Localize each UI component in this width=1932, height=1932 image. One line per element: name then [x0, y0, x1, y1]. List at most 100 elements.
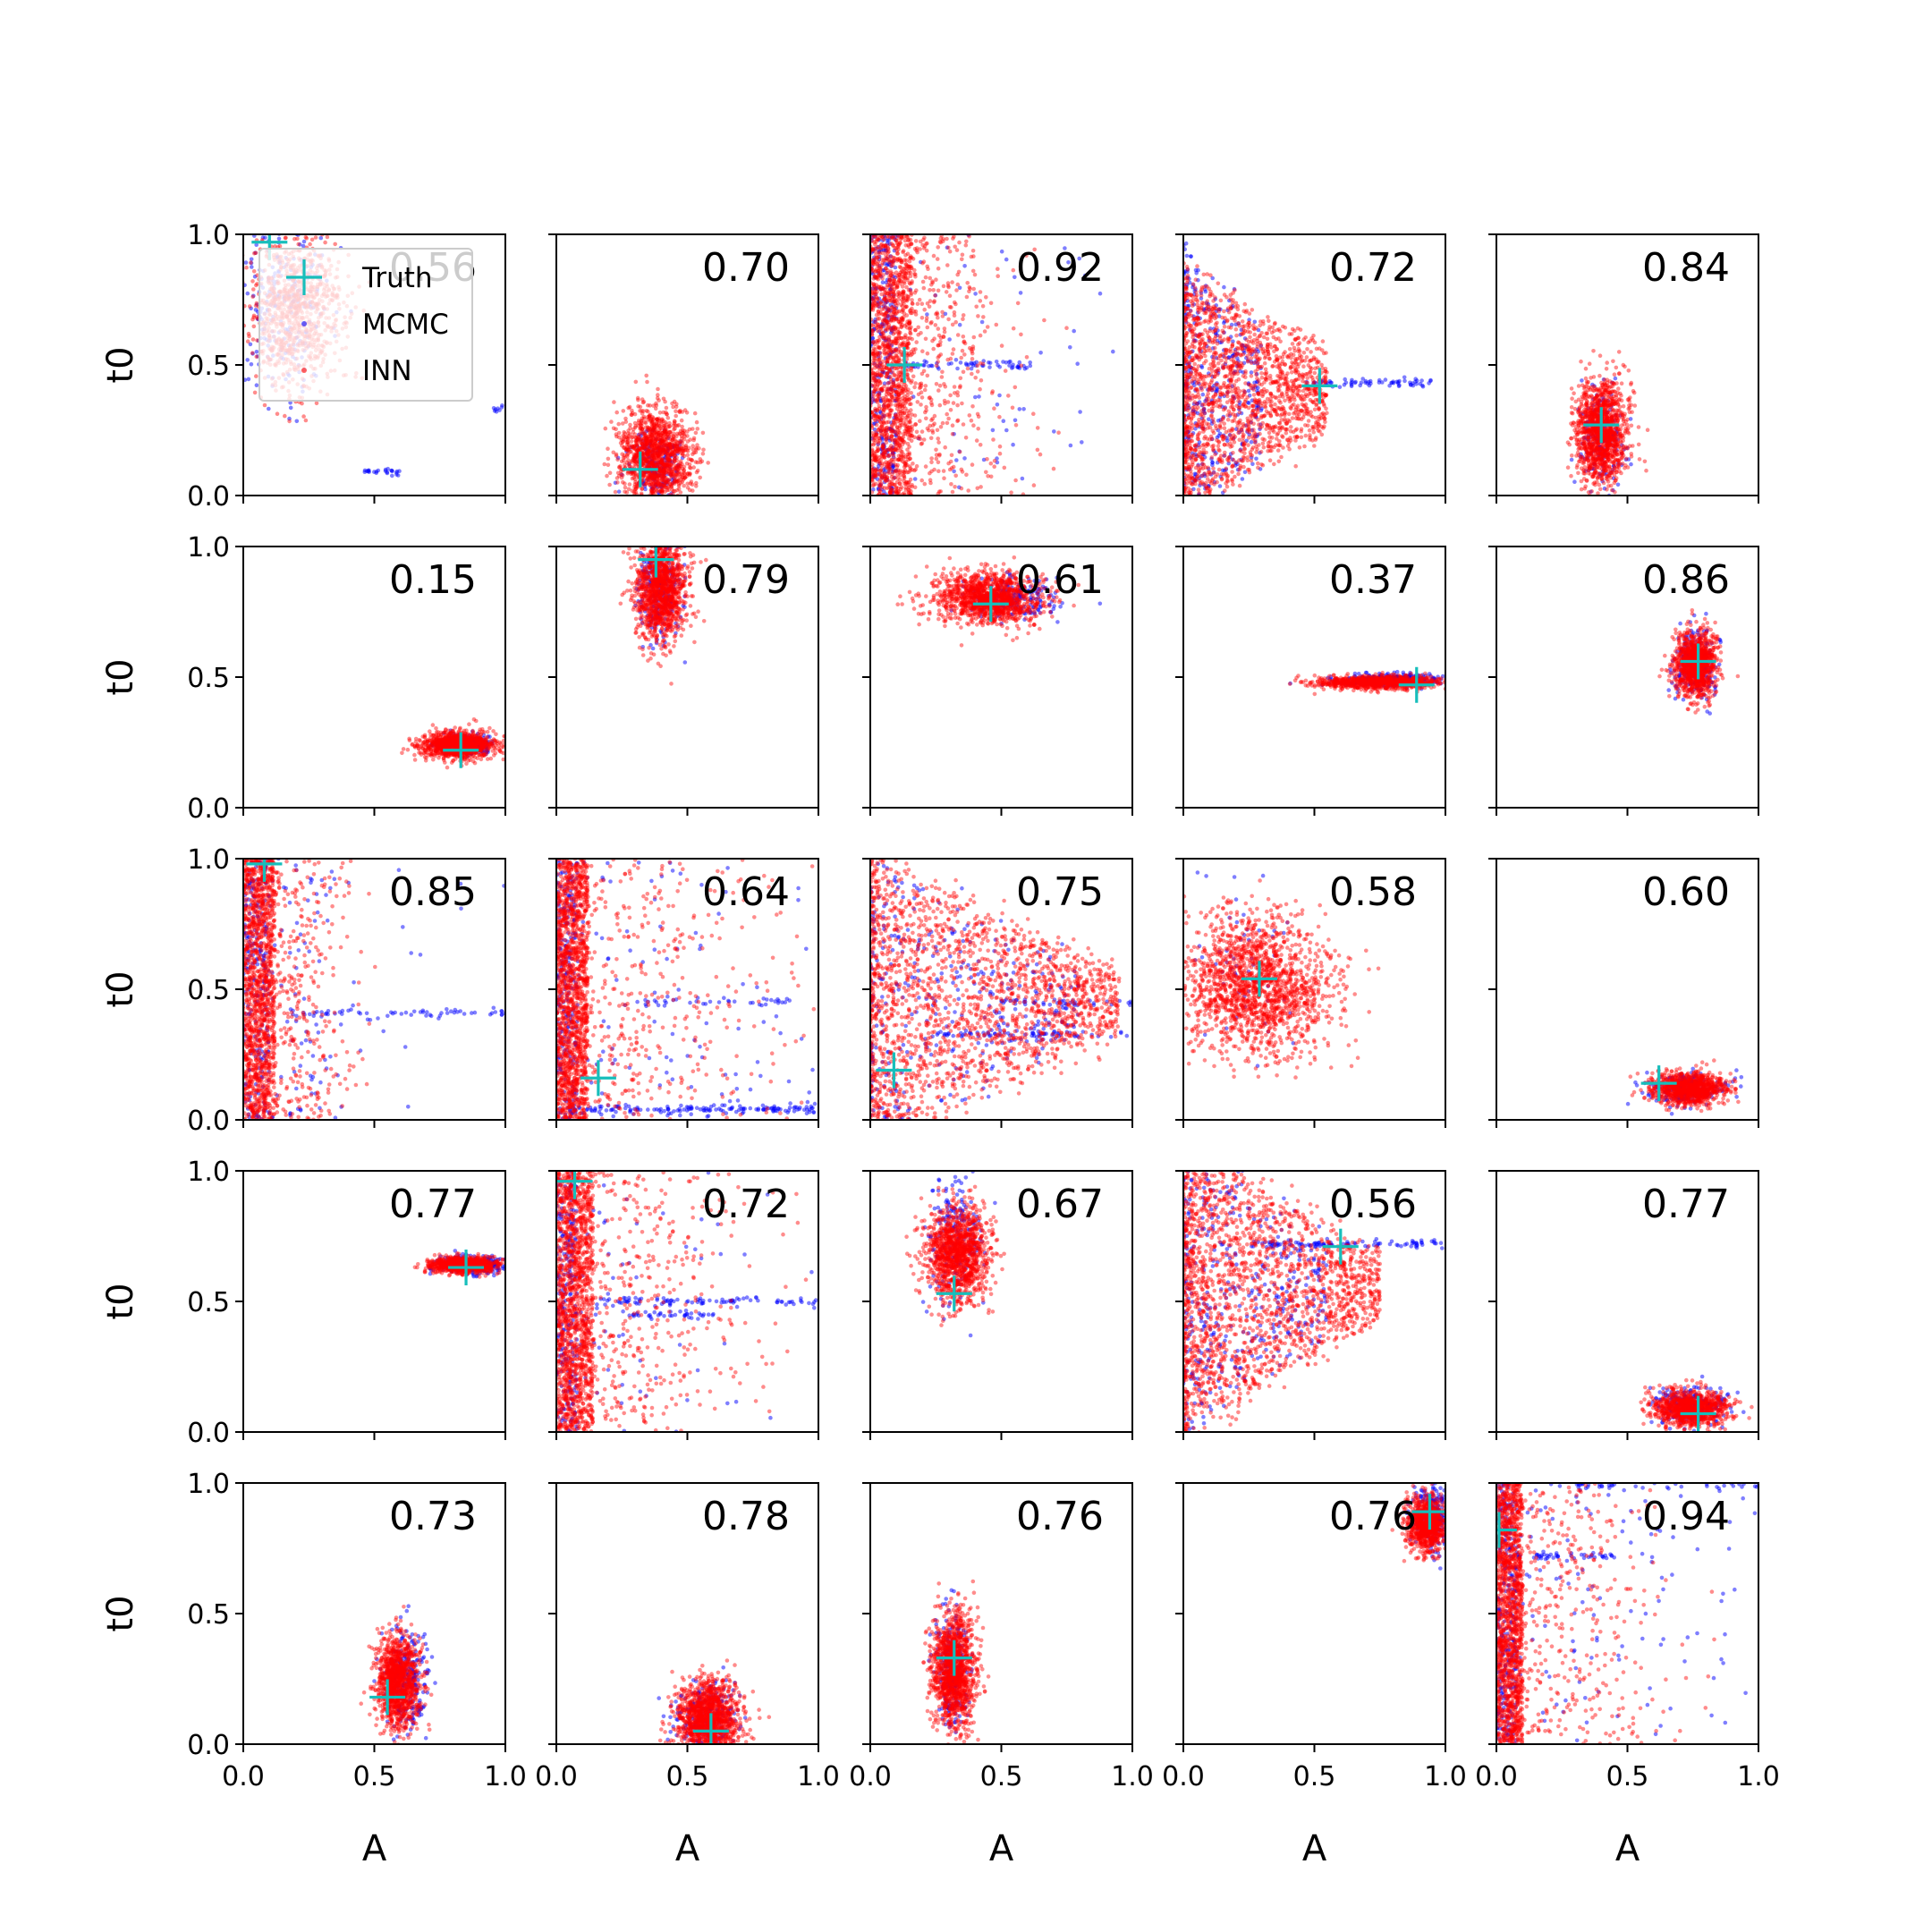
inn-point: [885, 477, 890, 482]
inn-point: [275, 411, 280, 417]
mcmc-point: [957, 449, 962, 454]
inn-point: [929, 319, 934, 325]
inn-point: [653, 438, 658, 444]
mcmc-point: [878, 275, 884, 279]
inn-point: [669, 470, 674, 475]
inn-point: [686, 457, 691, 462]
mcmc-point: [230, 228, 234, 233]
inn-point: [658, 481, 664, 487]
mcmc-point: [871, 258, 877, 263]
mcmc-point: [892, 475, 897, 480]
mcmc-point: [650, 428, 655, 433]
inn-point: [658, 461, 663, 466]
inn-point: [679, 459, 683, 463]
inn-point: [647, 434, 651, 439]
inn-point: [245, 339, 250, 344]
inn-point: [652, 476, 657, 481]
inn-point: [621, 455, 626, 461]
mcmc-point: [669, 491, 674, 496]
inn-point: [925, 325, 930, 330]
inn-point: [637, 445, 641, 451]
inn-point: [877, 436, 882, 441]
inn-point: [953, 319, 958, 325]
inn-point: [906, 287, 911, 292]
inn-point: [656, 393, 660, 397]
inn-point: [666, 444, 671, 448]
inn-point: [875, 267, 879, 272]
inn-point: [606, 456, 611, 462]
inn-point: [674, 463, 679, 469]
inn-point: [672, 421, 677, 426]
inn-point: [923, 410, 928, 415]
inn-point: [649, 460, 655, 465]
inn-point: [923, 464, 928, 469]
mcmc-point: [893, 387, 897, 393]
inn-point: [951, 236, 955, 241]
y-tick-label: 0.5: [187, 351, 230, 382]
inn-point: [895, 309, 900, 314]
inn-point: [631, 445, 636, 450]
inn-point: [896, 442, 902, 447]
mcmc-point: [873, 389, 877, 394]
truth-marker: [622, 451, 658, 487]
inn-point: [910, 310, 914, 316]
inn-point: [631, 445, 636, 451]
inn-point: [890, 471, 894, 477]
inn-point: [919, 381, 924, 386]
inn-point: [908, 477, 913, 482]
mcmc-point: [874, 286, 879, 291]
mcmc-point: [243, 260, 249, 265]
inn-point: [877, 472, 883, 478]
inn-point: [660, 504, 665, 509]
inn-point: [633, 424, 638, 428]
inn-point: [652, 448, 657, 453]
inn-point: [644, 464, 648, 469]
mcmc-point: [268, 197, 273, 201]
inn-point: [666, 460, 672, 465]
inn-point: [641, 461, 646, 466]
inn-point: [990, 389, 996, 394]
inn-point: [684, 461, 690, 466]
inn-point: [663, 462, 667, 467]
inn-point: [903, 335, 908, 340]
inn-point: [647, 450, 651, 454]
inn-point: [664, 429, 669, 435]
mcmc-point: [680, 455, 685, 461]
inn-point: [639, 419, 644, 424]
inn-point: [644, 450, 649, 454]
inn-point: [936, 355, 940, 360]
inn-point: [662, 462, 666, 467]
inn-point: [653, 490, 658, 495]
inn-point: [645, 442, 649, 446]
inn-point: [665, 463, 670, 468]
inn-point: [657, 460, 662, 464]
inn-point: [642, 436, 647, 441]
inn-point: [646, 435, 651, 439]
inn-point: [657, 481, 661, 486]
inn-point: [716, 513, 720, 517]
inn-point: [898, 404, 902, 409]
mcmc-point: [263, 228, 267, 233]
inn-point: [877, 304, 882, 309]
inn-point: [1015, 301, 1021, 306]
inn-point: [876, 268, 880, 274]
inn-point: [646, 451, 650, 456]
inn-point: [667, 477, 672, 482]
inn-point: [902, 474, 907, 479]
mcmc-point: [891, 462, 896, 468]
inn-point: [657, 428, 661, 433]
inn-point: [678, 463, 682, 469]
inn-point: [936, 343, 941, 348]
inn-point: [660, 486, 665, 490]
mcmc-point: [225, 317, 230, 321]
inn-point: [650, 462, 656, 467]
inn-point: [651, 436, 656, 440]
mcmc-point: [884, 477, 889, 481]
inn-point: [665, 463, 670, 468]
inn-point: [642, 463, 647, 469]
inn-point: [648, 418, 654, 423]
mcmc-point: [651, 477, 657, 482]
inn-point: [657, 418, 661, 422]
mcmc-point: [894, 316, 899, 321]
inn-point: [665, 461, 670, 465]
